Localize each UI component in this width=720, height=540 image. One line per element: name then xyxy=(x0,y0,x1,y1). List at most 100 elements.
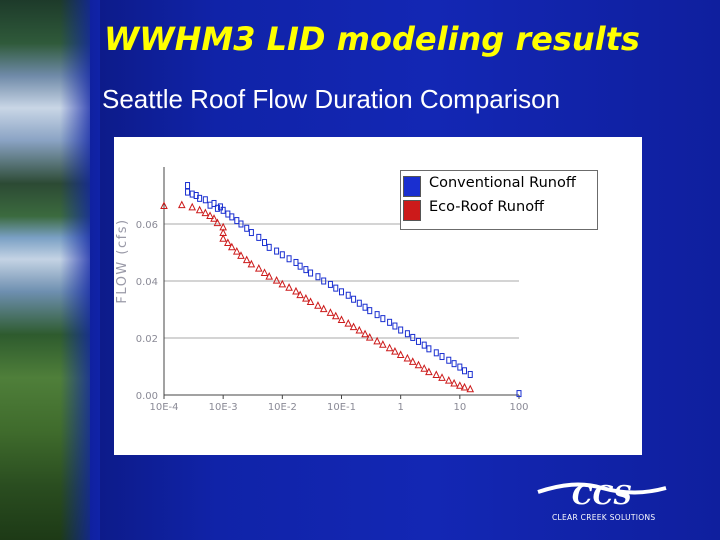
data-point-conventional xyxy=(202,196,208,204)
data-point-eco-roof xyxy=(379,340,387,348)
data-point-eco-roof xyxy=(272,276,281,284)
data-point-eco-roof xyxy=(296,290,304,299)
data-point-eco-roof xyxy=(201,208,210,217)
legend-swatch-conventional xyxy=(403,176,421,197)
data-point-conventional xyxy=(457,363,463,371)
y-axis-label: FLOW (cfs) xyxy=(115,218,130,303)
data-point-eco-roof xyxy=(373,336,381,345)
x-tick-label: 10E-3 xyxy=(209,402,238,413)
data-point-conventional xyxy=(439,353,445,361)
data-point-eco-roof xyxy=(306,297,315,306)
data-point-conventional xyxy=(256,233,262,241)
data-point-conventional xyxy=(421,341,427,349)
data-point-conventional xyxy=(362,303,368,311)
data-point-eco-roof xyxy=(260,268,269,276)
data-point-eco-roof xyxy=(420,364,429,372)
data-point-eco-roof xyxy=(224,238,232,247)
data-point-eco-roof xyxy=(391,346,399,355)
data-point-conventional xyxy=(380,315,386,323)
data-point-conventional xyxy=(404,330,410,338)
data-point-conventional xyxy=(189,190,195,198)
data-point-eco-roof xyxy=(219,234,227,242)
data-point-eco-roof xyxy=(403,353,412,362)
legend-label-eco-roof: Eco-Roof Runoff xyxy=(429,199,545,215)
data-point-eco-roof xyxy=(460,382,469,391)
data-point-conventional xyxy=(207,201,213,209)
data-point-conventional xyxy=(238,220,244,228)
flow-duration-chart: 0.00 0.02 0.04 0.06 10E-4 10E-3 10E-2 10E-1 1 10 1… xyxy=(115,167,529,413)
data-point-conventional xyxy=(446,356,452,364)
x-tick-label: 10E-1 xyxy=(327,402,356,413)
data-point-conventional xyxy=(293,258,299,266)
data-point-conventional xyxy=(339,288,344,296)
x-tick-label: 10 xyxy=(453,402,466,413)
chart-legend: Conventional Runoff Eco-Roof Runoff xyxy=(400,170,598,230)
x-tick-label: 100 xyxy=(509,402,528,413)
data-point-conventional xyxy=(279,251,285,259)
data-point-eco-roof xyxy=(195,205,204,214)
logo-swoosh xyxy=(537,482,667,495)
legend-swatch-eco-roof xyxy=(403,200,421,221)
data-point-eco-roof xyxy=(314,301,322,309)
slide-subtitle: Seattle Roof Flow Duration Comparison xyxy=(102,84,561,114)
data-point-conventional xyxy=(185,188,191,196)
data-point-eco-roof xyxy=(213,218,222,227)
data-point-conventional xyxy=(516,390,522,398)
data-point-conventional xyxy=(374,311,380,319)
data-point-eco-roof xyxy=(466,384,475,393)
data-point-eco-roof xyxy=(237,251,245,259)
slide-title: WWHM3 LID modeling results xyxy=(104,20,640,58)
data-point-eco-roof xyxy=(178,200,186,209)
data-point-conventional xyxy=(229,213,235,221)
data-point-eco-roof xyxy=(302,293,310,302)
y-tick-label: 0.06 xyxy=(136,220,158,231)
data-point-eco-roof xyxy=(160,201,168,209)
data-point-eco-roof xyxy=(425,367,433,376)
data-point-eco-roof xyxy=(396,350,405,359)
data-point-eco-roof xyxy=(292,286,300,295)
data-point-conventional xyxy=(220,206,226,214)
logo-wordmark: CCS xyxy=(572,481,632,511)
data-point-eco-roof xyxy=(365,333,374,341)
data-point-eco-roof xyxy=(206,211,214,219)
data-point-eco-roof xyxy=(331,311,340,320)
legend-item-eco-roof: Eco-Roof Runoff xyxy=(401,197,597,221)
data-point-conventional xyxy=(392,322,398,330)
data-point-conventional xyxy=(451,360,457,368)
data-point-conventional xyxy=(303,266,309,274)
series-eco-roof-runoff xyxy=(160,200,475,393)
data-point-conventional xyxy=(308,269,314,277)
x-tick-label: 1 xyxy=(397,402,403,413)
y-tick-label: 0.04 xyxy=(136,277,158,288)
data-point-conventional xyxy=(467,370,473,378)
data-point-eco-roof xyxy=(444,376,453,384)
y-tick-label: 0.02 xyxy=(136,334,158,345)
data-point-eco-roof xyxy=(349,322,358,331)
data-point-conventional xyxy=(410,333,416,341)
data-point-conventional xyxy=(214,204,220,212)
data-point-conventional xyxy=(433,349,439,357)
legend-label-conventional: Conventional Runoff xyxy=(429,175,576,191)
data-point-conventional xyxy=(462,367,468,375)
data-point-eco-roof xyxy=(432,370,441,378)
data-point-conventional xyxy=(274,247,280,255)
data-point-conventional xyxy=(426,345,432,353)
data-point-conventional xyxy=(262,239,268,247)
legend-item-conventional: Conventional Runoff xyxy=(401,173,597,197)
data-point-conventional xyxy=(351,295,357,303)
data-point-conventional xyxy=(185,182,191,190)
data-point-eco-roof xyxy=(414,360,423,369)
data-point-eco-roof xyxy=(242,255,251,264)
data-point-eco-roof xyxy=(456,381,464,389)
data-point-conventional xyxy=(286,255,292,263)
data-point-conventional xyxy=(248,229,254,237)
data-point-conventional xyxy=(367,307,373,315)
data-point-conventional xyxy=(244,224,250,232)
data-point-eco-roof xyxy=(385,343,394,352)
data-point-conventional xyxy=(398,326,404,334)
data-point-eco-roof xyxy=(438,373,446,381)
data-point-conventional xyxy=(234,217,240,225)
data-point-eco-roof xyxy=(247,259,256,268)
data-point-eco-roof xyxy=(361,329,369,338)
chart-grid xyxy=(164,223,519,396)
